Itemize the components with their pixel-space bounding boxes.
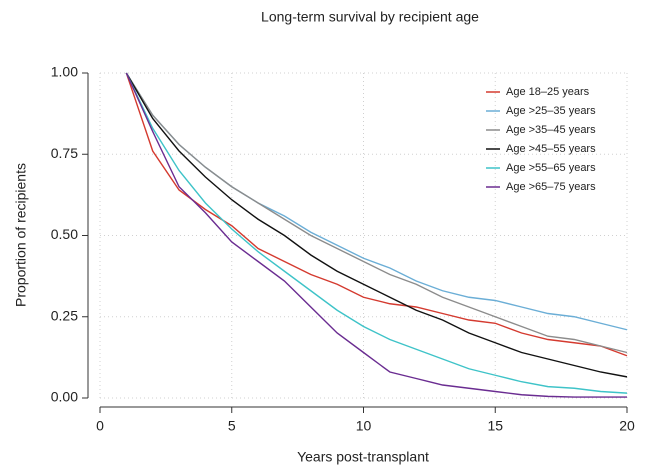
survival-line (125, 72, 628, 394)
x-tick-label: 10 (356, 418, 372, 434)
legend-label: Age >35–45 years (506, 124, 596, 136)
legend-label: Age 18–25 years (506, 86, 590, 98)
y-tick-label: 0.50 (51, 226, 78, 242)
y-tick-label: 1.00 (51, 64, 78, 80)
survival-line (125, 72, 628, 378)
x-tick-label: 0 (96, 418, 104, 434)
x-tick-label: 5 (228, 418, 236, 434)
y-tick-label: 0.75 (51, 145, 78, 161)
legend-label: Age >55–65 years (506, 162, 596, 174)
y-tick-label: 0.00 (51, 389, 78, 405)
x-tick-label: 15 (487, 418, 503, 434)
survival-line (125, 72, 627, 398)
x-tick-label: 20 (619, 418, 635, 434)
survival-line (125, 72, 628, 357)
legend-label: Age >25–35 years (506, 105, 596, 117)
legend-label: Age >65–75 years (506, 181, 596, 193)
legend-label: Age >45–55 years (506, 143, 596, 155)
survival-line (125, 72, 628, 354)
y-tick-label: 0.25 (51, 307, 78, 323)
chart-title: Long-term survival by recipient age (261, 9, 479, 25)
y-axis-title: Proportion of recipients (13, 163, 29, 307)
x-axis-title: Years post-transplant (297, 449, 429, 465)
